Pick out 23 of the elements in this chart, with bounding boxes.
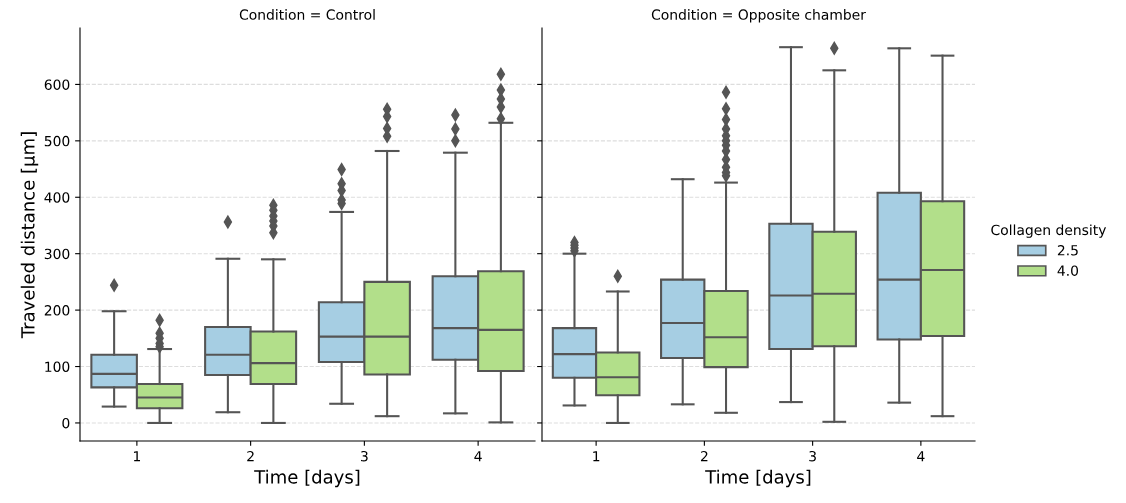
y-axis-title: Traveled distance [μm] <box>20 132 39 339</box>
x-tick-label: 2 <box>700 450 708 462</box>
y-tick-label: 600 <box>44 79 70 90</box>
y-tick-label: 0 <box>62 417 70 429</box>
x-tick-label: 2 <box>247 450 254 462</box>
y-tick-label: 100 <box>45 361 70 372</box>
x-tick-label: 4 <box>474 451 482 462</box>
x-tick-label: 3 <box>809 450 816 462</box>
y-tick-label: 400 <box>44 192 70 203</box>
y-tick-label: 200 <box>44 305 70 316</box>
x-tick-label: 3 <box>361 450 368 462</box>
x-axis-title: Time [days] <box>705 469 811 488</box>
legend-label: 4.0 <box>1057 265 1079 276</box>
chart-title: Condition = Control <box>239 9 375 20</box>
x-tick-label: 4 <box>917 451 925 462</box>
x-tick-label: 1 <box>593 451 600 462</box>
legend-title: Collagen density <box>991 224 1107 238</box>
y-tick-label: 300 <box>44 248 70 260</box>
y-tick-label: 500 <box>44 135 70 147</box>
legend-label: 2.5 <box>1057 245 1078 256</box>
chart-title: Condition = Opposite chamber <box>651 9 866 23</box>
x-tick-label: 1 <box>133 451 141 462</box>
x-axis-title: Time [days] <box>254 469 360 488</box>
